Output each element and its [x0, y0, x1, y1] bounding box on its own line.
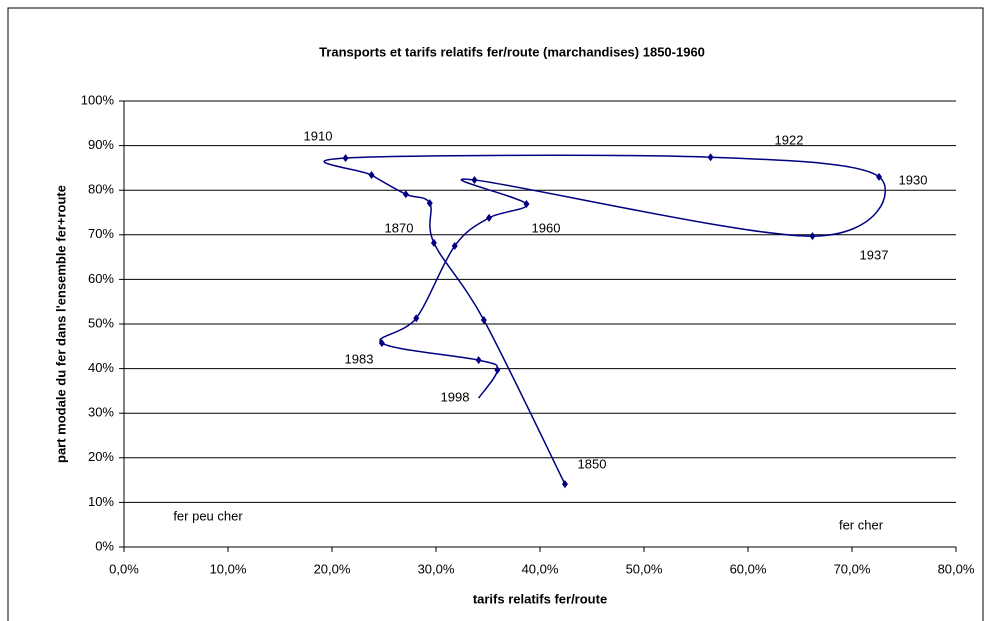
point-marker [707, 153, 714, 162]
y-tick-label: 0% [95, 538, 114, 553]
y-tick-label: 10% [88, 494, 114, 509]
annotation: 1850 [578, 456, 607, 471]
y-axis-label: part modale du fer dans l'ensemble fer+r… [53, 185, 68, 463]
point-marker [876, 172, 883, 181]
x-tick-label: 30,0% [418, 561, 455, 576]
y-tick-label: 60% [88, 271, 114, 286]
x-tick-label: 50,0% [626, 561, 663, 576]
point-marker [430, 238, 437, 247]
point-marker [475, 356, 482, 365]
x-tick-label: 40,0% [522, 561, 559, 576]
x-tick-label: 60,0% [730, 561, 767, 576]
annotation: 1998 [441, 389, 470, 404]
point-marker [471, 175, 478, 184]
y-tick-label: 70% [88, 226, 114, 241]
y-tick-label: 40% [88, 360, 114, 375]
annotation: 1910 [304, 128, 333, 143]
point-marker [378, 339, 385, 348]
annotation: fer peu cher [173, 508, 243, 523]
point-marker [480, 315, 487, 324]
x-tick-label: 80,0% [938, 561, 975, 576]
y-tick-label: 30% [88, 405, 114, 420]
x-axis-label: tarifs relatifs fer/route [473, 591, 607, 606]
x-tick-label: 0,0% [109, 561, 139, 576]
y-tick-label: 20% [88, 449, 114, 464]
y-tick-label: 80% [88, 182, 114, 197]
annotation: 1930 [899, 172, 928, 187]
y-tick-label: 100% [81, 92, 115, 107]
point-marker [413, 314, 420, 323]
point-marker [809, 232, 816, 241]
chart-frame [7, 7, 984, 621]
annotation: 1922 [775, 132, 804, 147]
point-marker [402, 190, 409, 199]
y-tick-label: 50% [88, 315, 114, 330]
point-marker [486, 213, 493, 222]
point-marker [451, 241, 458, 250]
y-tick-label: 90% [88, 137, 114, 152]
point-marker [523, 200, 530, 209]
annotation: fer cher [839, 517, 884, 532]
annotation: 1937 [860, 247, 889, 262]
point-marker [561, 480, 568, 489]
point-marker [426, 199, 433, 208]
annotation: 1983 [345, 351, 374, 366]
annotation: 1870 [385, 220, 414, 235]
point-marker [494, 365, 501, 374]
point-marker [368, 171, 375, 180]
point-marker [342, 154, 349, 163]
x-tick-label: 70,0% [834, 561, 871, 576]
annotation: 1960 [532, 220, 561, 235]
chart-title: Transports et tarifs relatifs fer/route … [319, 44, 705, 59]
x-tick-label: 10,0% [210, 561, 247, 576]
x-tick-label: 20,0% [314, 561, 351, 576]
